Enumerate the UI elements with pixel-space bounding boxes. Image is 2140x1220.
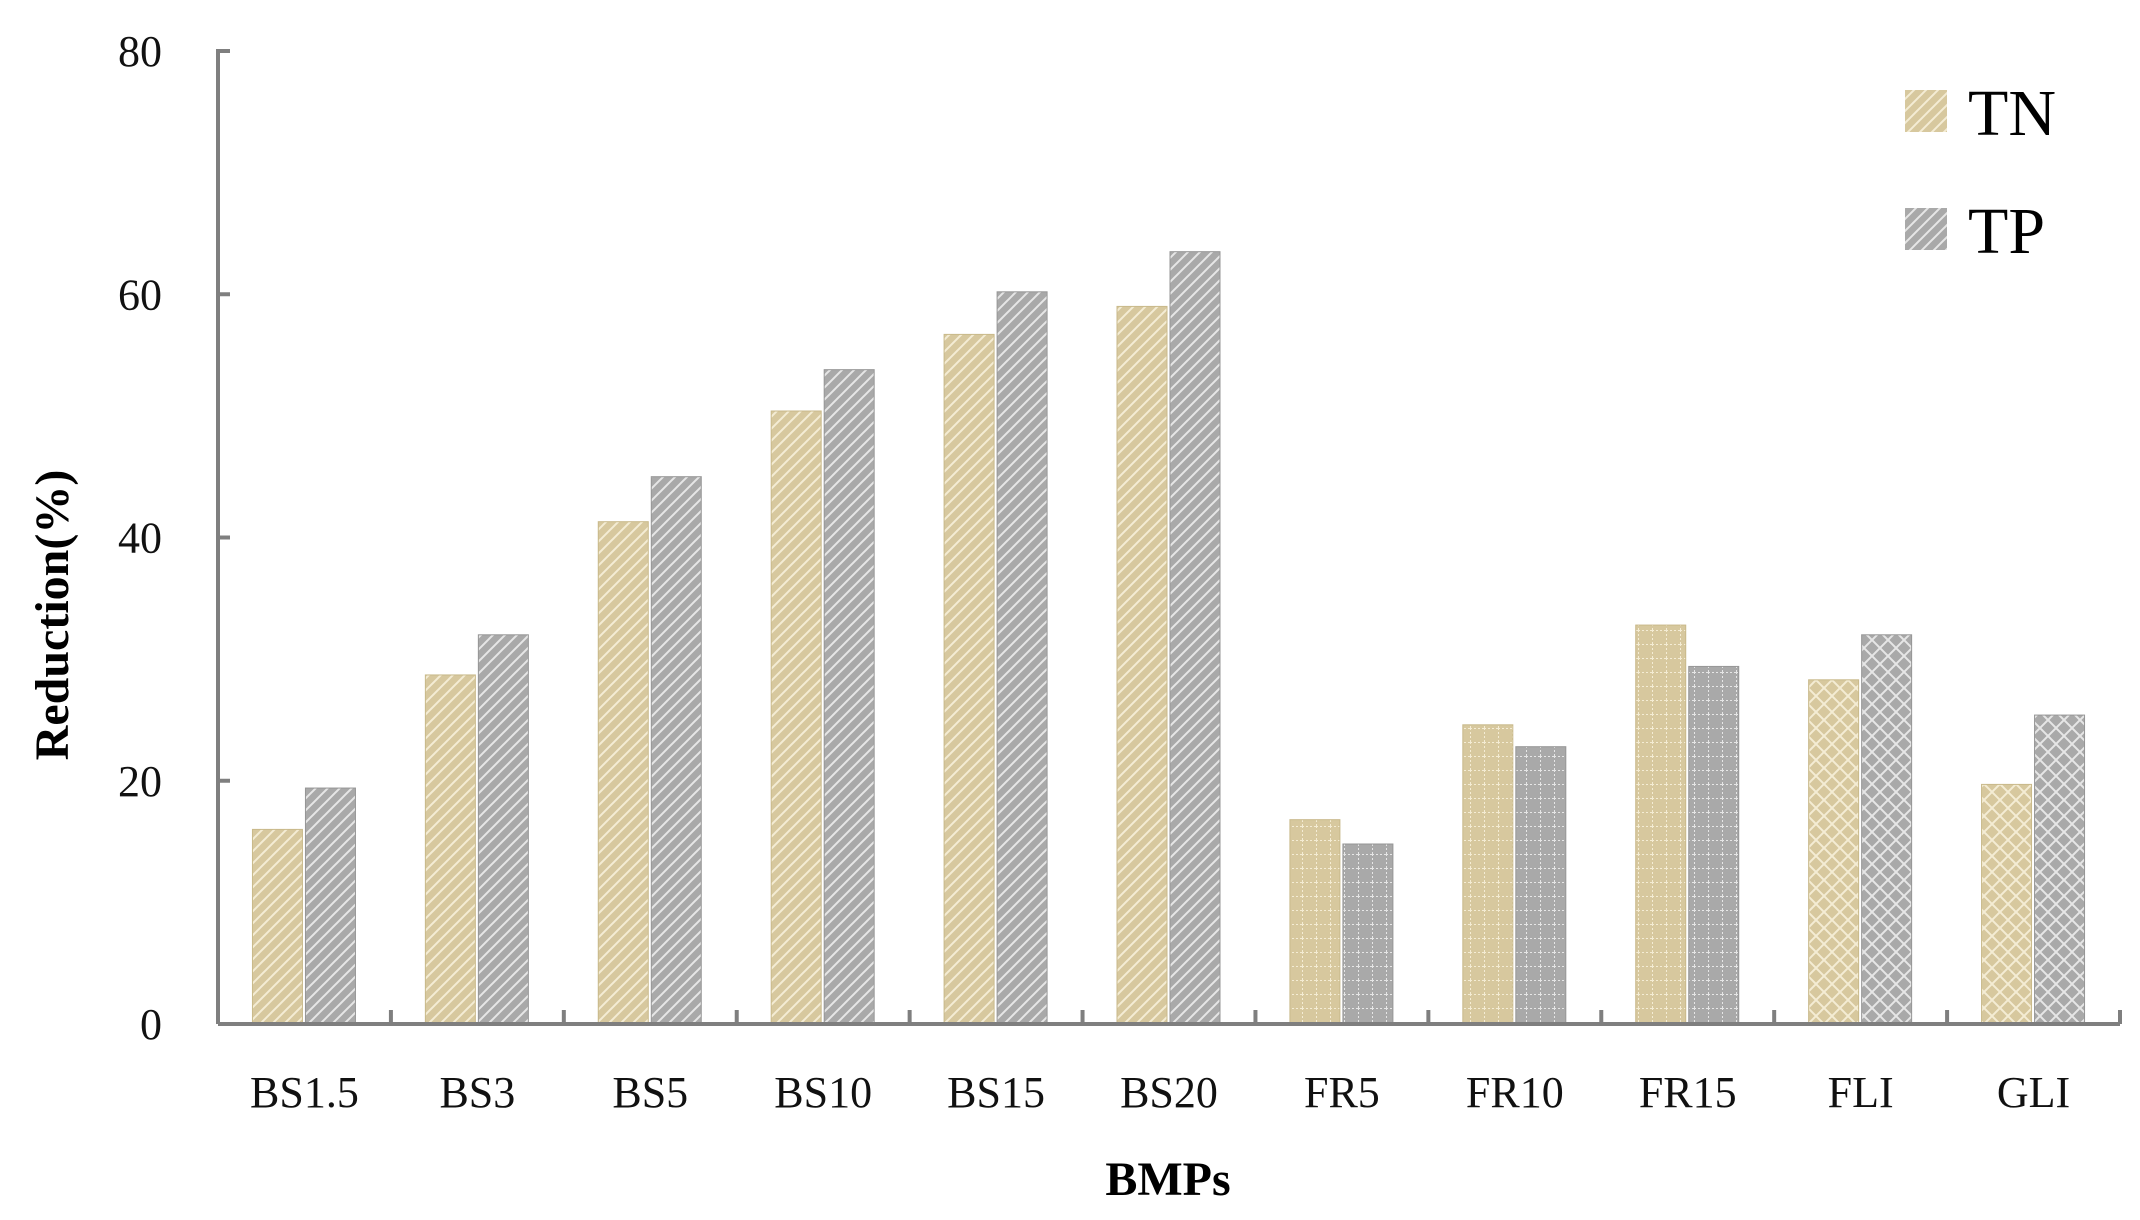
bar-tn-bs20 [1116, 305, 1168, 1025]
bar-tp-bs1-5 [304, 787, 356, 1025]
x-tick-label-fli: FLI [1828, 1068, 1894, 1117]
bar-tp-fr15 [1688, 665, 1740, 1025]
x-tick-label-bs15: BS15 [947, 1068, 1045, 1117]
legend-swatch-tn [1905, 90, 1947, 132]
bar-tn-bs15 [943, 333, 995, 1025]
legend-label-tn: TN [1968, 77, 2056, 150]
bar-tp-bs5 [650, 476, 702, 1025]
bar-tn-fli [1808, 679, 1860, 1025]
y-tick-label-80: 80 [118, 27, 162, 76]
y-tick-label-40: 40 [118, 514, 162, 563]
bar-tp-fli [1861, 634, 1913, 1025]
x-tick-label-fr15: FR15 [1639, 1068, 1737, 1117]
x-tick-label-bs1-5: BS1.5 [250, 1068, 359, 1117]
legend: TN TP [1905, 77, 2056, 268]
y-axis-title: Reduction(%) [26, 470, 79, 761]
bar-tp-bs10 [823, 369, 875, 1025]
bar-tp-bs3 [477, 634, 529, 1025]
bar-tp-fr10 [1515, 746, 1567, 1025]
bar-tn-fr5 [1289, 819, 1341, 1025]
x-tick-label-bs3: BS3 [439, 1068, 515, 1117]
x-tick-label-bs10: BS10 [774, 1068, 872, 1117]
bar-tn-fr15 [1635, 624, 1687, 1025]
x-tick-labels: BS1.5 BS3 BS5 BS10 BS15 BS20 FR5 FR10 FR15 FLI GLI [250, 1068, 2070, 1117]
x-tick-label-fr10: FR10 [1466, 1068, 1564, 1117]
bar-tp-fr5 [1342, 843, 1394, 1025]
bar-tn-bs1-5 [251, 828, 303, 1025]
legend-swatch-tp [1905, 208, 1947, 250]
bar-tn-gli [1981, 783, 2033, 1025]
bars-group [251, 251, 2086, 1025]
y-tick-label-0: 0 [140, 1000, 162, 1049]
axes-group [216, 49, 2122, 1026]
bar-tp-bs15 [996, 291, 1048, 1025]
x-tick-label-bs5: BS5 [612, 1068, 688, 1117]
y-tick-label-60: 60 [118, 270, 162, 319]
bar-tn-fr10 [1462, 724, 1514, 1025]
x-tick-label-bs20: BS20 [1120, 1068, 1218, 1117]
x-tick-label-fr5: FR5 [1304, 1068, 1380, 1117]
bar-tn-bs5 [597, 521, 649, 1025]
y-tick-label-20: 20 [118, 757, 162, 806]
legend-label-tp: TP [1968, 195, 2045, 268]
x-tick-label-gli: GLI [1997, 1068, 2070, 1117]
x-axis-title: BMPs [1105, 1153, 1230, 1206]
bar-tn-bs3 [424, 674, 476, 1025]
y-tick-labels: 0 20 40 60 80 [118, 27, 162, 1049]
bar-tn-bs10 [770, 410, 822, 1025]
bar-tp-gli [2034, 714, 2086, 1025]
bar-tp-bs20 [1169, 251, 1221, 1025]
